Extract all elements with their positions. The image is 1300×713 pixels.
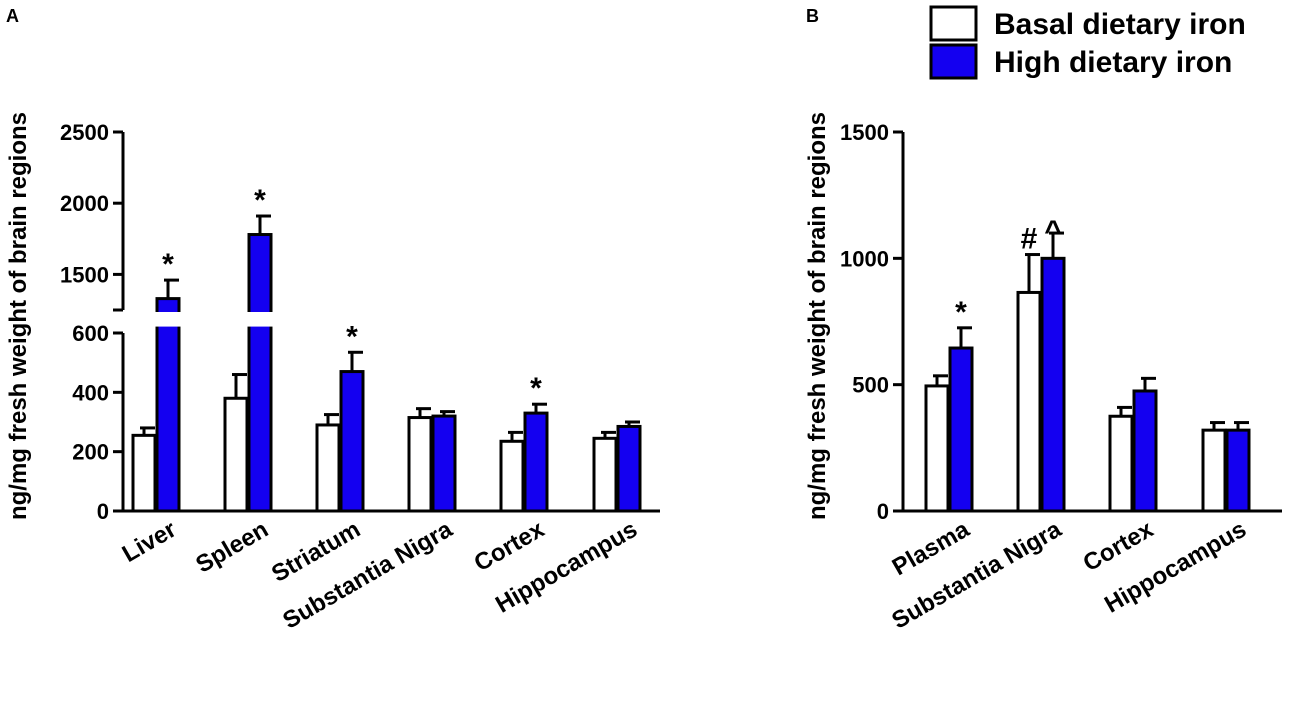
- panel-a-tick-label: 400: [72, 380, 109, 405]
- panel-a-ylabel: ng/mg fresh weight of brain regions: [5, 112, 32, 520]
- bar-cortex-basal: [499, 439, 525, 513]
- bar-hippocampus-high: [1225, 428, 1251, 513]
- panel-a-tick-label: 2000: [60, 191, 109, 216]
- bar-hippocampus-high: [616, 424, 642, 513]
- panel-b-category-label: Substantia Nigra: [887, 515, 1066, 634]
- legend-label-basal: Basal dietary iron: [994, 8, 1246, 41]
- significance-marker: #: [1021, 223, 1038, 256]
- bar-substantia-nigra-high: [1040, 256, 1066, 513]
- bar-substantia-nigra-high: [431, 414, 457, 513]
- bar-cortex-high: [1132, 389, 1158, 513]
- bar-hippocampus-basal: [592, 436, 618, 513]
- panel-a-tick-label: 2500: [60, 120, 109, 145]
- bar-spleen-high: [247, 233, 273, 513]
- bar-substantia-nigra-basal: [407, 416, 433, 513]
- panel-b-tick-label: 1500: [840, 120, 889, 145]
- bar-axis-break-gap: [153, 312, 183, 327]
- significance-marker: *: [955, 296, 967, 329]
- panel-b-ylabel: ng/mg fresh weight of brain regions: [804, 112, 831, 520]
- panel-a-tick-label: 600: [72, 321, 109, 346]
- panel-b-letter: B: [806, 6, 819, 26]
- bar-axis-break-gap: [245, 312, 275, 327]
- bar-striatum-high: [339, 370, 365, 513]
- panel-a-tick-label: 1500: [60, 262, 109, 287]
- legend-label-high: High dietary iron: [994, 46, 1232, 79]
- bar-substantia-nigra-basal: [1016, 290, 1042, 513]
- bar-cortex-high: [523, 411, 549, 513]
- bar-spleen-basal: [223, 396, 249, 513]
- panel-a-category-label: Liver: [118, 516, 181, 568]
- legend: Basal dietary iron High dietary iron: [929, 5, 1246, 80]
- bar-liver-high: [155, 297, 181, 513]
- panel-a-letter: A: [6, 6, 19, 26]
- panel-b-tick-label: 0: [877, 499, 889, 524]
- panel-a-tick-label: 200: [72, 440, 109, 465]
- panel-b-tick-label: 1000: [840, 246, 889, 271]
- bar-cortex-basal: [1108, 414, 1134, 513]
- bar-liver-basal: [131, 433, 157, 513]
- legend-swatch-basal: [929, 5, 978, 42]
- significance-marker: ^: [1044, 215, 1062, 248]
- significance-marker: *: [530, 372, 542, 405]
- bar-hippocampus-basal: [1201, 428, 1227, 513]
- significance-marker: *: [346, 320, 358, 353]
- panel-a-category-label: Substantia Nigra: [278, 515, 457, 634]
- bar-plasma-basal: [924, 384, 950, 513]
- significance-marker: *: [254, 184, 266, 217]
- legend-swatch-high: [929, 43, 978, 80]
- panel-a-category-label: Spleen: [191, 516, 273, 579]
- panel-a-tick-label: 0: [97, 499, 109, 524]
- panel-b-tick-label: 500: [852, 373, 889, 398]
- bar-plasma-high: [948, 346, 974, 513]
- significance-marker: *: [162, 248, 174, 281]
- bar-striatum-basal: [315, 423, 341, 513]
